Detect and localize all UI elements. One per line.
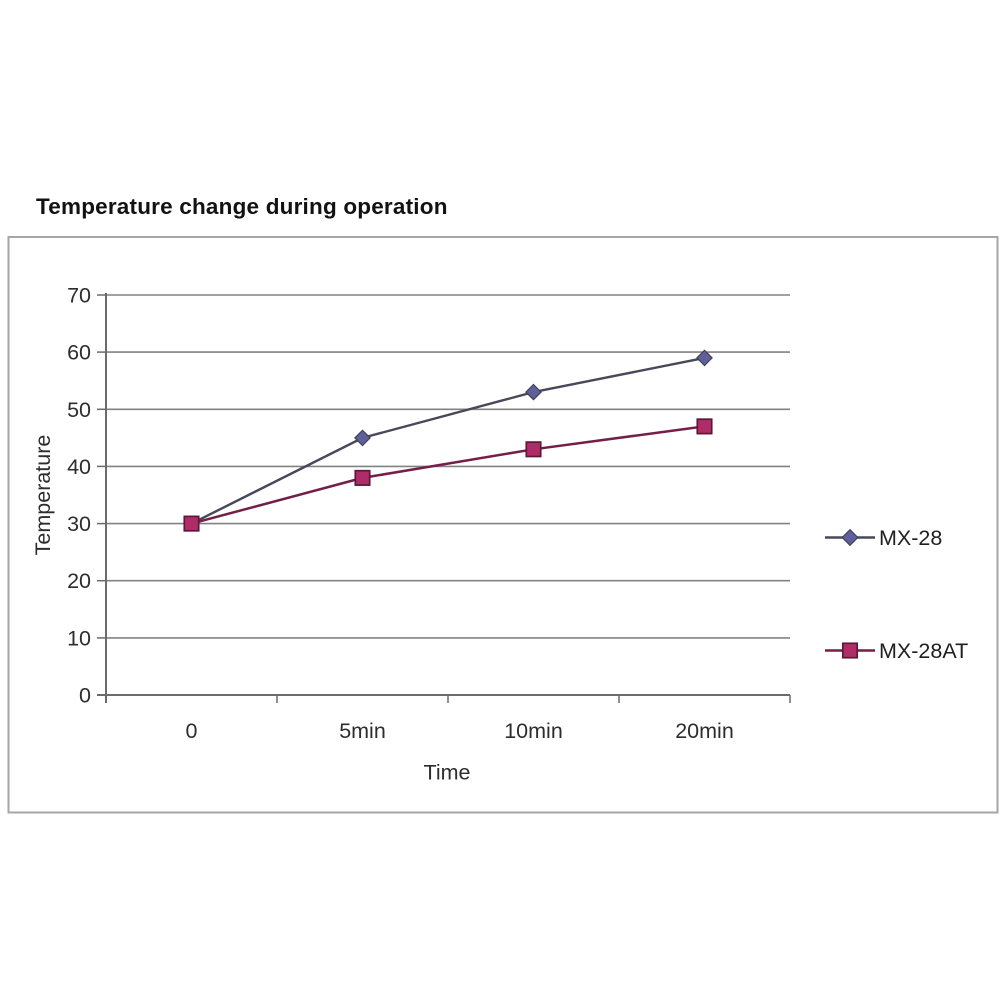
svg-text:10min: 10min	[504, 719, 563, 743]
svg-text:Time: Time	[424, 761, 471, 785]
svg-text:60: 60	[67, 341, 91, 365]
svg-text:50: 50	[67, 398, 91, 422]
svg-text:MX-28: MX-28	[879, 526, 942, 550]
svg-text:40: 40	[67, 455, 91, 479]
svg-text:20: 20	[67, 569, 91, 593]
svg-text:0: 0	[186, 719, 198, 743]
svg-text:30: 30	[67, 512, 91, 536]
svg-text:20min: 20min	[675, 719, 734, 743]
svg-text:70: 70	[67, 284, 91, 308]
svg-text:MX-28AT: MX-28AT	[879, 639, 968, 663]
svg-text:Temperature: Temperature	[31, 435, 55, 556]
svg-text:10: 10	[67, 626, 91, 650]
svg-text:5min: 5min	[339, 719, 386, 743]
svg-text:0: 0	[79, 684, 91, 708]
